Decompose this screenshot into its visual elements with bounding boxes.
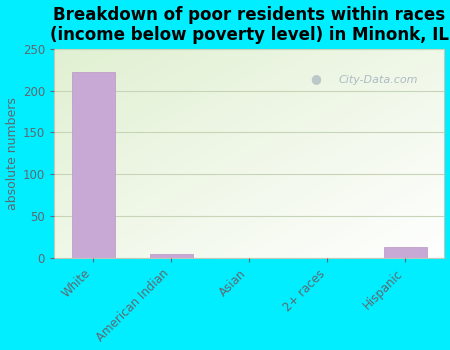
Bar — [384, 247, 427, 258]
Y-axis label: absolute numbers: absolute numbers — [5, 97, 18, 210]
Bar — [150, 254, 193, 258]
Title: Breakdown of poor residents within races
(income below poverty level) in Minonk,: Breakdown of poor residents within races… — [50, 6, 449, 44]
Text: ●: ● — [310, 72, 321, 85]
Text: City-Data.com: City-Data.com — [339, 75, 419, 85]
Bar — [72, 72, 114, 258]
